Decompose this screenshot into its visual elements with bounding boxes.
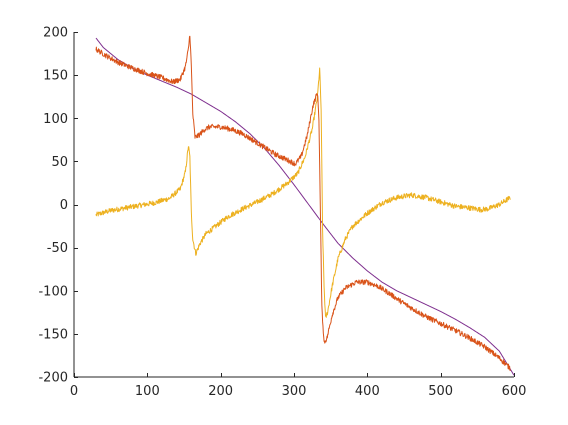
y-tick-label: -150 <box>38 327 68 342</box>
axes <box>73 32 515 378</box>
series-line-1 <box>95 37 515 376</box>
y-tick-label: -200 <box>38 371 68 386</box>
series-line-3 <box>95 35 511 372</box>
x-tick-label: 500 <box>428 384 453 399</box>
y-tick-label: 100 <box>43 112 68 127</box>
y-tick-label: 150 <box>43 69 68 84</box>
y-tick-label: 50 <box>51 155 68 170</box>
x-tick-label: 0 <box>70 384 78 399</box>
series-line-2 <box>95 67 511 318</box>
y-tick-label: -50 <box>47 241 68 256</box>
x-tick-label: 600 <box>502 384 527 399</box>
tick-labels: 0 100 200 300 400 500 600 -200 -150 -100 -50 0 50 100… <box>38 26 526 400</box>
x-tick-label: 100 <box>135 384 160 399</box>
series-layer <box>95 35 515 376</box>
x-tick-label: 300 <box>282 384 307 399</box>
x-tick-label: 400 <box>355 384 380 399</box>
y-tick-label: 200 <box>43 26 68 41</box>
y-tick-label: -100 <box>38 284 68 299</box>
x-tick-label: 200 <box>208 384 233 399</box>
y-tick-label: 0 <box>60 198 68 213</box>
